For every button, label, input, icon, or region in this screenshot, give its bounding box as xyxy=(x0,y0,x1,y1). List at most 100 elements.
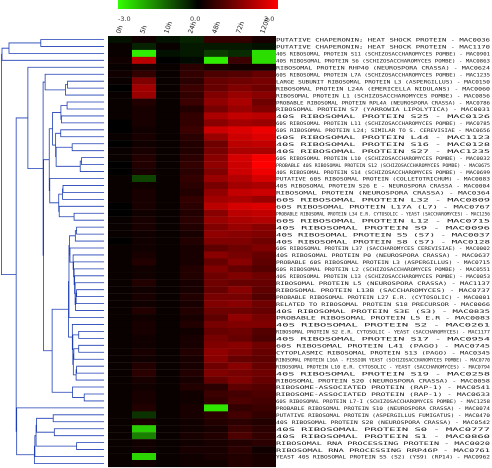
heatmap-cell xyxy=(204,286,228,294)
heatmap-cell xyxy=(228,404,252,412)
row-label: 40S RIBOSOMAL PROTEIN S17 - MAC0954 xyxy=(276,337,491,342)
heatmap-cell xyxy=(132,91,156,99)
heatmap-cell xyxy=(228,244,252,252)
heatmap-cell xyxy=(180,105,204,113)
heatmap-cell xyxy=(228,112,252,120)
dendrogram-branch xyxy=(69,235,76,256)
row-label: 40S RIBOSOMAL PROTEIN S25 - MAC0126 xyxy=(276,114,491,119)
row-label: 60S RIBOSOMAL PROTEIN L24; SIMILAR TO S.… xyxy=(276,128,491,133)
heatmap-cell xyxy=(108,133,132,141)
heatmap-cell xyxy=(156,63,180,71)
heatmap-cell xyxy=(252,362,276,370)
heatmap-cell xyxy=(180,453,204,461)
heatmap-cell xyxy=(252,237,276,245)
heatmap-cell xyxy=(204,404,228,412)
heatmap-cell xyxy=(108,63,132,71)
dendrogram-branch xyxy=(68,245,104,318)
heatmap-cell xyxy=(252,258,276,266)
heatmap-cell xyxy=(252,293,276,301)
heatmap-cell xyxy=(132,98,156,106)
dendrogram-branch xyxy=(71,143,104,152)
dendrogram-branch xyxy=(55,132,61,158)
row-label: 40S RIBOSOMAL PROTEIN S2 - MAC0261 xyxy=(276,323,491,328)
heatmap-cell xyxy=(132,154,156,162)
dendrogram-branch xyxy=(40,39,104,47)
row-label: RIBOSOMAL RNA PROCESSING PROTEIN - MAC00… xyxy=(276,441,491,446)
row-label: RIBOSOMAL PROTEIN S2 E.R. CYTOSOLIC - YE… xyxy=(276,330,491,335)
heatmap-cell xyxy=(132,49,156,58)
column-label: 5h xyxy=(138,24,148,35)
heatmap-cell xyxy=(156,432,180,440)
heatmap-cell xyxy=(108,237,132,245)
row-label: 40S RIBOSOMAL PROTEIN L13 (SCHIZOSACCHAR… xyxy=(276,274,491,279)
row-label: 40S RIBOSOMAL PROTEIN S19 - MAC0258 xyxy=(276,371,491,376)
heatmap-cell xyxy=(228,446,252,454)
heatmap-cell xyxy=(108,49,132,58)
dendrogram-branch xyxy=(44,73,104,91)
dendrogram-branch xyxy=(73,348,104,360)
heatmap-cell xyxy=(228,230,252,238)
heatmap-cell xyxy=(252,42,276,51)
heatmap-cell xyxy=(156,418,180,426)
heatmap-cell xyxy=(156,98,180,106)
dendrogram-branch xyxy=(73,261,104,278)
dendrogram-branch xyxy=(60,105,68,120)
heatmap-cell xyxy=(204,348,228,356)
heatmap-cell xyxy=(204,258,228,266)
heatmap-cell xyxy=(180,112,204,120)
heatmap-cell xyxy=(180,390,204,398)
heatmap-cell xyxy=(228,105,252,113)
heatmap-cell xyxy=(132,147,156,155)
heatmap-cell xyxy=(156,84,180,92)
heatmap-cell xyxy=(156,154,180,162)
heatmap-cell xyxy=(204,334,228,342)
heatmap-cell xyxy=(156,42,180,51)
heatmap-cell xyxy=(156,341,180,349)
row-label: PROBABLE RIBOSOMAL PROTEIN S10 (NEUROSPO… xyxy=(276,406,491,411)
heatmap-cell xyxy=(132,265,156,273)
heatmap-cell xyxy=(108,272,132,280)
heatmap-cell xyxy=(156,320,180,329)
heatmap-cell xyxy=(228,300,252,308)
heatmap-cell xyxy=(108,154,132,162)
heatmap-cell xyxy=(108,112,132,120)
heatmap-cell xyxy=(108,348,132,356)
heatmap-cell xyxy=(204,460,228,468)
row-label: RIBOSOMAL PROTEIN L13B (SACCHAROMYCES) -… xyxy=(276,288,491,293)
heatmap-cell xyxy=(204,418,228,426)
heatmap-cell xyxy=(204,244,228,252)
heatmap-cell xyxy=(108,244,132,252)
row-label: 40S RIBOSOMAL PROTEIN S9 - MAC0096 xyxy=(276,225,491,230)
heatmap-cell xyxy=(132,460,156,468)
heatmap-cell xyxy=(156,216,180,224)
dendrogram-branch xyxy=(83,393,104,402)
heatmap-cell xyxy=(180,181,204,190)
dendrogram-branch xyxy=(58,205,104,218)
heatmap-cell xyxy=(228,460,252,468)
row-label: 60S RIBOSOMAL PROTEIN L2 (SCHIZOSACCHARO… xyxy=(276,267,491,272)
heatmap-cell xyxy=(228,376,252,384)
row-label: 40S RIBOSOMAL PROTEIN S1 - MAC0860 xyxy=(276,434,491,439)
heatmap-cell xyxy=(228,390,252,398)
heatmap-cell xyxy=(180,376,204,384)
dendrogram-branch xyxy=(73,212,104,221)
heatmap-cell xyxy=(180,119,204,127)
row-label: RIBOSOMAL PROTEIN L16A - FISSION YEAST (… xyxy=(276,357,491,362)
dendrogram-branch xyxy=(76,442,104,450)
heatmap-cell xyxy=(252,425,276,433)
heatmap-cell xyxy=(156,369,180,377)
row-label: 40S RIBOSOMAL PROTEIN S11 (SCHIZOSACCHAR… xyxy=(276,52,491,57)
heatmap-cell xyxy=(156,265,180,273)
row-label: RIBOSOMAL PROTEIN L5 (NEUROSPORA CRASSA)… xyxy=(276,281,491,286)
heatmap-cell xyxy=(252,216,276,224)
heatmap-cell xyxy=(108,432,132,440)
heatmap-cell xyxy=(108,320,132,329)
heatmap-cell xyxy=(132,237,156,245)
heatmap-cell xyxy=(228,84,252,92)
heatmap-cell xyxy=(108,258,132,266)
heatmap-cell xyxy=(228,341,252,349)
dendrogram-branch xyxy=(76,365,104,374)
heatmap-cell xyxy=(204,195,228,203)
dendrogram-branch xyxy=(72,386,104,398)
heatmap-cell xyxy=(228,286,252,294)
